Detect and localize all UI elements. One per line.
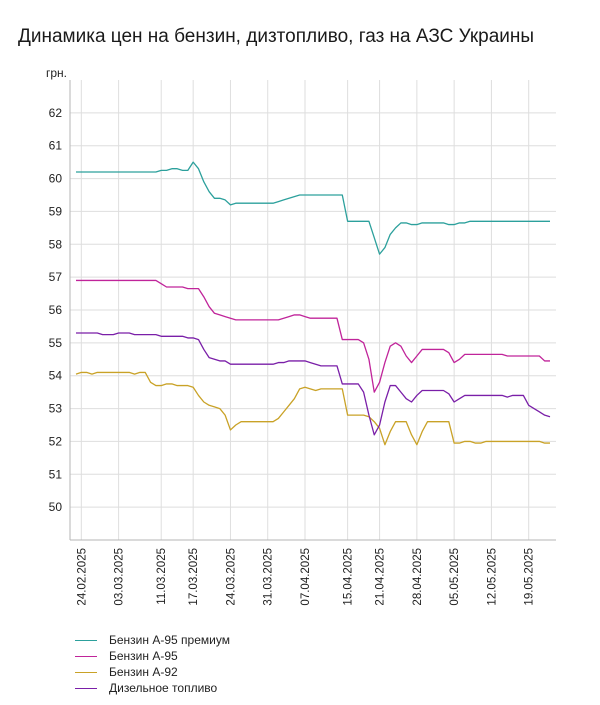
legend-swatch (75, 687, 97, 689)
series-line-3 (75, 371, 550, 446)
chart-title: Динамика цен на бензин, дизтопливо, газ … (18, 26, 535, 47)
x-tick-label: 05.05.2025 (449, 548, 461, 606)
x-tick-label: 15.04.2025 (343, 548, 355, 606)
y-axis-unit-label: грн. (46, 66, 67, 80)
y-tick-label: 51 (49, 467, 63, 481)
series-line-2 (76, 279, 550, 393)
y-tick-label: 56 (49, 303, 63, 317)
x-axis-ticks: 24.02.2025 03.03.2025 11.03.2025 17.03.2025… (76, 548, 535, 606)
series-lines (75, 161, 551, 446)
y-axis-ticks: 50 51 52 53 54 55 56 57 58 59 60 61 62 (49, 106, 63, 514)
legend-label: Дизельное топливо (109, 681, 218, 695)
x-tick-label: 31.03.2025 (263, 548, 275, 606)
x-tick-label: 19.05.2025 (524, 548, 536, 606)
x-tick-label: 17.03.2025 (188, 548, 200, 606)
y-tick-label: 57 (49, 270, 63, 284)
legend-item: Бензин А-95 (75, 648, 230, 664)
horizontal-gridlines (70, 112, 556, 508)
legend: Бензин А-95 премиум Бензин А-95 Бензин А-9… (75, 632, 230, 696)
y-tick-label: 60 (49, 172, 63, 186)
x-tick-label: 12.05.2025 (486, 548, 498, 606)
legend-item: Дизельное топливо (75, 680, 230, 696)
x-tick-label: 28.04.2025 (412, 548, 424, 606)
x-tick-label: 07.04.2025 (300, 548, 312, 606)
y-tick-label: 59 (49, 204, 63, 218)
legend-label: Бензин А-95 (109, 649, 178, 663)
series-line-1 (76, 161, 550, 255)
legend-swatch (75, 655, 97, 657)
legend-item: Бензин А-92 (75, 664, 230, 680)
legend-label: Бензин А-92 (109, 665, 178, 679)
x-tick-label: 11.03.2025 (156, 548, 168, 605)
x-tick-label: 24.02.2025 (76, 548, 88, 606)
x-tick-label: 21.04.2025 (375, 548, 387, 606)
legend-item: Бензин А-95 премиум (75, 632, 230, 648)
series-line-4 (76, 332, 551, 436)
y-tick-label: 50 (49, 500, 63, 514)
legend-swatch (75, 671, 97, 673)
legend-label: Бензин А-95 премиум (109, 633, 230, 647)
y-tick-label: 54 (49, 369, 63, 383)
x-tick-label: 24.03.2025 (225, 548, 237, 606)
legend-swatch (75, 639, 97, 641)
y-tick-label: 58 (49, 237, 63, 251)
y-tick-label: 52 (49, 434, 63, 448)
y-tick-label: 53 (49, 402, 63, 416)
y-tick-label: 61 (49, 139, 63, 153)
x-tick-label: 03.03.2025 (114, 548, 126, 606)
y-tick-label: 55 (49, 336, 63, 350)
y-tick-label: 62 (49, 106, 63, 120)
